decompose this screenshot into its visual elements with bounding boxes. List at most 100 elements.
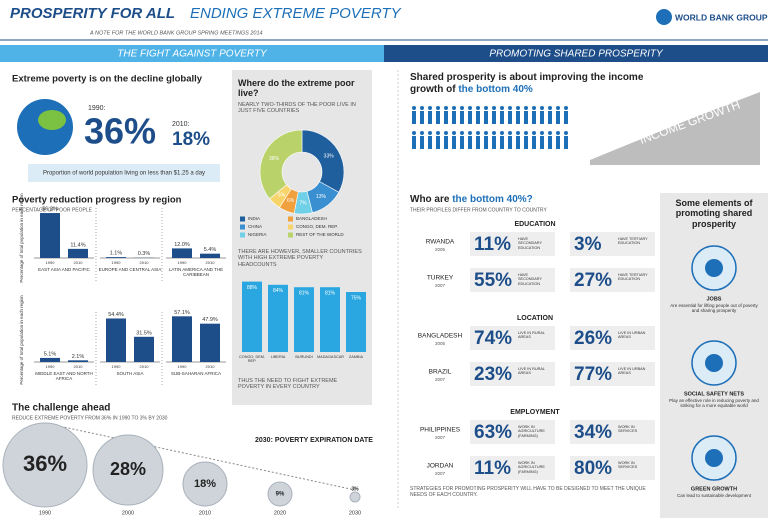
subheading: PERCENTAGE OF POOR PEOPLE — [12, 207, 93, 213]
stat-value: 55% — [474, 270, 512, 291]
pie-label: 36% — [269, 156, 280, 162]
person-body — [500, 111, 504, 124]
person-head — [524, 106, 528, 110]
milestone-value: 3% — [351, 486, 359, 492]
person-head — [452, 106, 456, 110]
year: 1990: — [88, 105, 106, 112]
person-head — [492, 131, 496, 135]
person-body — [524, 111, 528, 124]
person-body — [444, 111, 448, 124]
person-body — [412, 136, 416, 149]
person-head — [492, 106, 496, 110]
x-tick-label: 1990 — [178, 364, 188, 369]
value-label: 12.0% — [174, 242, 190, 248]
person-head — [468, 131, 472, 135]
person-head — [548, 106, 552, 110]
person-body — [532, 136, 536, 149]
stat-box — [570, 232, 655, 256]
value-label: 11.4% — [70, 242, 85, 248]
x-tick-label: 2010 — [74, 260, 84, 265]
person-body — [452, 111, 456, 124]
person-body — [548, 111, 552, 124]
stat-label: LIVE IN RURAL AREAS — [518, 367, 545, 376]
person-head — [460, 131, 464, 135]
stat-box — [470, 420, 555, 444]
globe — [2, 422, 88, 508]
x-tick-label: 2010 — [206, 260, 216, 265]
stat-value: 27% — [574, 270, 612, 291]
stat-label: HAVE TERTIARY EDUCATION — [618, 273, 648, 282]
subheading: THEIR PROFILES DIFFER FROM COUNTRY TO CO… — [410, 207, 547, 213]
milestone-value: 18% — [194, 478, 216, 490]
x-tick-label: 1990 — [112, 364, 122, 369]
person-body — [516, 136, 520, 149]
stat-box — [570, 420, 655, 444]
person-head — [420, 106, 424, 110]
person-head — [516, 131, 520, 135]
person-body — [564, 111, 568, 124]
person-head — [548, 131, 552, 135]
stat-label: HAVE SECONDARY EDUCATION — [518, 237, 542, 250]
logo: WORLD BANK GROUP — [675, 12, 768, 22]
stat-value: 3% — [574, 234, 602, 255]
bar — [172, 248, 192, 258]
x-tick-label: 2010 — [74, 364, 84, 369]
icon-inner — [705, 449, 723, 467]
x-tick-label: 1990 — [112, 260, 122, 265]
pie-label: 5% — [278, 193, 286, 199]
stat-value: 34% — [574, 422, 612, 443]
pie-label: 7% — [299, 200, 307, 206]
person-head — [564, 106, 568, 110]
pie-label: 13% — [316, 194, 327, 200]
milestone-year: 2020 — [274, 510, 286, 516]
person-head — [540, 106, 544, 110]
milestone-value: 28% — [110, 459, 146, 479]
person-head — [452, 131, 456, 135]
person-head — [444, 131, 448, 135]
region-label: SOUTH ASIA — [116, 371, 144, 376]
person-head — [556, 106, 560, 110]
country: RWANDA — [426, 239, 455, 246]
region-label: LATIN AMERICA AND THE CARIBBEAN — [168, 267, 224, 278]
pie-label: 33% — [324, 154, 335, 160]
x-tick-label: ZAMBIA — [348, 355, 364, 359]
stat-label: LIVE IN RURAL AREAS — [518, 331, 545, 340]
title: PROSPERITY FOR ALL — [10, 5, 175, 22]
icon-inner — [705, 354, 723, 372]
value-label: 0.3% — [138, 251, 151, 257]
person-head — [540, 131, 544, 135]
person-body — [556, 111, 560, 124]
item-title: GREEN GROWTH — [691, 486, 737, 492]
axis-label: Percentage of total population in each r… — [19, 193, 24, 283]
person-head — [428, 106, 432, 110]
x-tick-label: MADAGASCAR — [317, 355, 345, 359]
person-body — [468, 111, 472, 124]
legend-swatch — [240, 232, 245, 238]
region-label: EUROPE AND CENTRAL ASIA — [98, 267, 162, 272]
stat-box — [470, 232, 555, 256]
title-rest: ENDING EXTREME POVERTY — [190, 5, 402, 22]
person-body — [476, 111, 480, 124]
stat-label: LIVE IN URBAN AREAS — [618, 331, 646, 340]
person-body — [548, 136, 552, 149]
bar — [40, 213, 60, 258]
item-title: JOBS — [707, 296, 722, 302]
person-head — [516, 106, 520, 110]
stat-label: WORK IN SERVICES — [618, 461, 638, 470]
person-head — [564, 131, 568, 135]
value-label: 1.1% — [110, 251, 123, 257]
big-stat: 36% — [84, 111, 156, 152]
bar — [134, 336, 154, 362]
band-right — [384, 45, 768, 62]
heading: Poverty reduction progress by region — [12, 195, 182, 206]
bar — [346, 292, 366, 352]
person-body — [508, 111, 512, 124]
bar — [40, 357, 60, 362]
x-tick-label: CONGO, DEM. REP. — [239, 355, 265, 364]
stat-box — [570, 326, 655, 350]
footer: STRATEGIES FOR PROMOTING PROSPERITY WILL… — [410, 486, 646, 498]
person-body — [532, 111, 536, 124]
note: Proportion of world population living on… — [43, 171, 205, 177]
